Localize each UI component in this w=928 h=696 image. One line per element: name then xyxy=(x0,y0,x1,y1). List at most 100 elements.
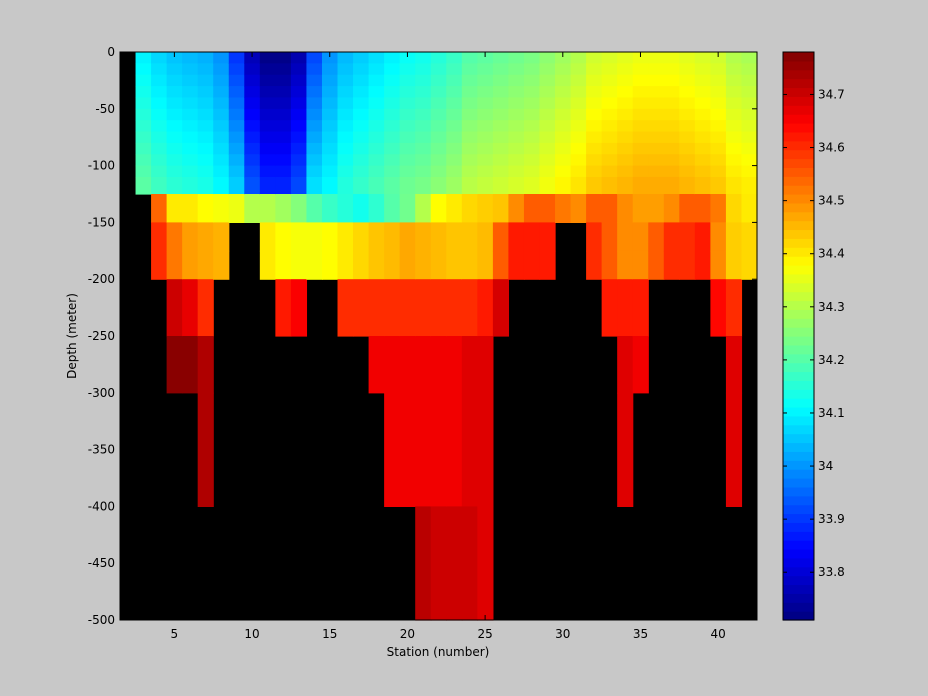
heatmap-cell xyxy=(570,74,587,87)
heatmap-cell xyxy=(570,194,587,223)
heatmap-cell xyxy=(710,279,727,337)
heatmap-cell xyxy=(492,194,510,223)
heatmap-cell xyxy=(555,131,572,144)
heatmap-cell xyxy=(617,63,634,76)
heatmap-cell xyxy=(477,120,494,133)
y-tick-label: -150 xyxy=(88,215,115,229)
heatmap-cell xyxy=(399,142,416,155)
heatmap-cell xyxy=(477,52,494,64)
heatmap-cell xyxy=(477,279,494,337)
colorbar-tick-label: 34.6 xyxy=(818,141,845,155)
colorbar-step xyxy=(783,486,814,497)
heatmap-cell xyxy=(197,97,214,110)
heatmap-cell xyxy=(135,52,152,64)
heatmap-cell xyxy=(725,52,743,64)
heatmap-cell xyxy=(415,120,432,133)
heatmap-cell xyxy=(213,97,230,110)
heatmap-cell xyxy=(228,142,245,155)
heatmap-cell xyxy=(430,154,447,167)
heatmap-cell xyxy=(710,176,727,195)
heatmap-cell xyxy=(461,74,478,87)
heatmap-cell xyxy=(492,142,510,155)
heatmap-cell xyxy=(632,165,649,178)
heatmap-cell xyxy=(430,52,447,64)
heatmap-cell xyxy=(601,250,618,280)
heatmap-cell xyxy=(477,63,494,76)
heatmap-cell xyxy=(228,52,245,64)
heatmap-cell xyxy=(710,120,727,133)
heatmap-cell xyxy=(492,176,510,195)
heatmap-cell xyxy=(461,222,478,252)
colorbar-step xyxy=(783,211,814,222)
heatmap-cell xyxy=(601,142,618,155)
colorbar-step xyxy=(783,247,814,257)
heatmap-cell xyxy=(601,154,618,167)
heatmap-cell xyxy=(290,131,308,144)
heatmap-cell xyxy=(415,165,432,178)
heatmap-cell xyxy=(523,74,541,87)
heatmap-cell xyxy=(213,120,230,133)
heatmap-cell xyxy=(663,120,680,133)
heatmap-cell xyxy=(461,63,478,76)
colorbar-step xyxy=(783,353,814,364)
heatmap-cell xyxy=(461,108,478,121)
heatmap-cell xyxy=(617,392,634,507)
heatmap-cell xyxy=(648,165,665,178)
y-axis-ticks: 0 -50 -100 -150 -200 -250 -300 -350 -400 -450 -500 xyxy=(88,45,757,627)
heatmap-cell xyxy=(430,336,447,394)
heatmap-cell xyxy=(570,176,587,195)
heatmap-cell xyxy=(648,86,665,99)
heatmap-cell xyxy=(353,108,370,121)
heatmap-cell xyxy=(166,176,183,195)
heatmap-cell xyxy=(446,108,463,121)
heatmap-cell xyxy=(632,74,649,87)
heatmap-cell xyxy=(508,142,525,155)
heatmap-cell xyxy=(508,86,525,99)
heatmap-cell xyxy=(353,120,370,133)
heatmap-cell xyxy=(321,131,339,144)
heatmap-cell xyxy=(461,506,478,621)
heatmap-cell xyxy=(306,250,323,280)
heatmap-cell xyxy=(430,97,447,110)
colorbar-step xyxy=(783,220,814,231)
heatmap-cell xyxy=(694,52,711,64)
heatmap-cell xyxy=(461,336,478,394)
heatmap-cell xyxy=(415,63,432,76)
heatmap-cell xyxy=(663,97,680,110)
heatmap-cell xyxy=(368,52,385,64)
heatmap-cell xyxy=(523,52,541,64)
heatmap-cell xyxy=(679,63,696,76)
heatmap-cell xyxy=(617,52,634,64)
heatmap-cell xyxy=(197,279,214,337)
heatmap-cell xyxy=(430,194,447,223)
heatmap-cell xyxy=(244,86,261,99)
heatmap-cell xyxy=(353,142,370,155)
heatmap-cell xyxy=(461,86,478,99)
heatmap-cell xyxy=(166,336,183,394)
heatmap-cell xyxy=(290,250,308,280)
heatmap-cell xyxy=(151,165,168,178)
heatmap-cell xyxy=(461,250,478,280)
heatmap-cell xyxy=(353,250,370,280)
heatmap-cell xyxy=(290,86,308,99)
heatmap-cell xyxy=(430,222,447,252)
heatmap-cell xyxy=(135,108,152,121)
heatmap-cell xyxy=(213,176,230,195)
heatmap-cell xyxy=(725,97,743,110)
heatmap-cell xyxy=(290,97,308,110)
heatmap-cell xyxy=(197,63,214,76)
heatmap-cell xyxy=(368,63,385,76)
heatmap-cell xyxy=(384,165,401,178)
heatmap-cell xyxy=(182,142,199,155)
heatmap-cell xyxy=(197,142,214,155)
heatmap-cell xyxy=(259,97,276,110)
heatmap-cell xyxy=(353,63,370,76)
heatmap-cell xyxy=(555,142,572,155)
heatmap-cell xyxy=(648,120,665,133)
heatmap-cell xyxy=(725,108,743,121)
heatmap-cell xyxy=(197,250,214,280)
colorbar-step xyxy=(783,566,814,577)
heatmap-cell xyxy=(415,142,432,155)
heatmap-cell xyxy=(135,120,152,133)
heatmap-cell xyxy=(477,74,494,87)
